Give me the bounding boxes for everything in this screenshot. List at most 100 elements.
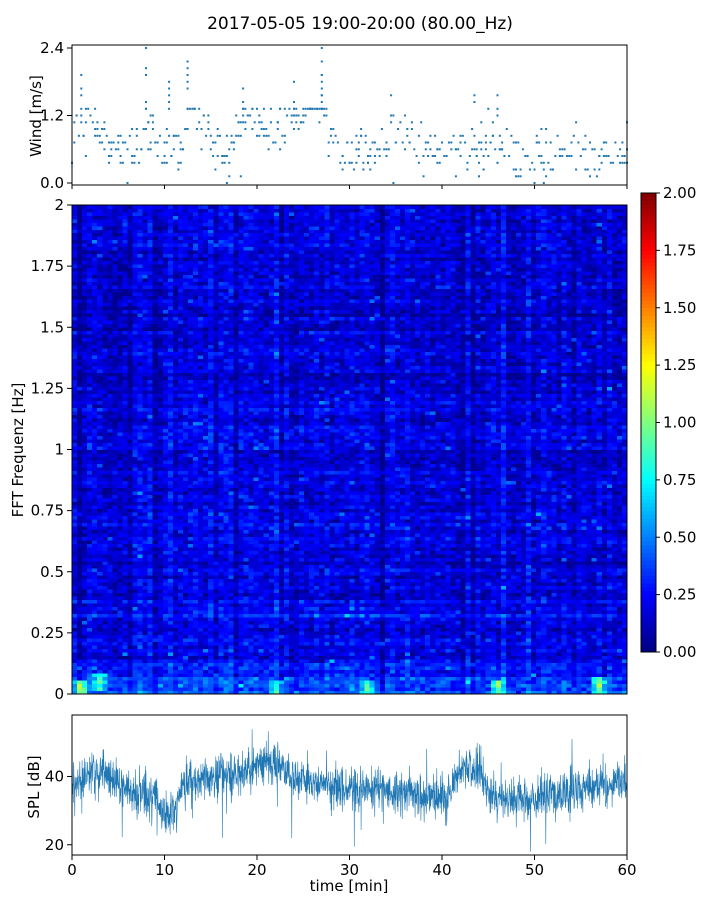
spectrogram-cell [82,634,88,639]
spectrogram-cell [177,680,184,684]
spectrogram-cell [344,690,350,695]
spectrogram-cell [445,578,451,583]
spectrogram-cell [536,627,542,632]
spectrogram-cell [77,550,83,555]
spectrogram-cell [405,648,411,653]
wind-point [427,141,430,144]
spectrogram-cell [167,575,174,580]
spectrogram-cell [132,680,138,684]
spectrogram-cell [420,662,426,667]
spectrogram-cell [571,599,577,604]
spectrogram-cell [223,638,229,642]
wind-point [265,128,268,130]
wind-point [108,155,110,157]
spectrogram-cell [167,676,174,681]
spectrogram-cell [334,610,340,614]
spectrogram-cell [102,585,108,590]
spectrogram-cell [440,683,446,688]
spectrogram-cell [299,596,305,600]
spectrogram-cell [233,550,239,555]
spectrogram-cell [283,613,290,618]
spectrogram-cell [107,596,113,600]
wind-point [392,182,395,184]
spectrogram-cell [591,617,598,621]
spectrogram-cell [243,634,249,639]
wind-point [503,155,506,157]
spectrogram-cell [586,648,592,653]
spectrogram-cell [374,666,381,670]
wind-point [138,161,141,164]
spectrogram-cell [324,659,330,663]
spectrogram-cell [288,652,295,656]
spectrogram-cell [536,599,542,604]
spectrogram-cell [359,659,365,663]
spectrogram-cell [581,592,587,597]
spectrogram-cell [92,634,98,639]
spectrogram-cell [616,599,623,604]
spectrogram-cell [546,659,552,663]
spectrogram-cell [319,592,325,597]
spectrogram-cell [516,631,522,635]
spectrogram-cell [475,606,481,611]
spectrogram-cell [576,589,582,593]
spectrogram-cell [87,624,93,628]
spectrogram-cell [405,687,411,691]
spectrogram-cell [576,687,582,691]
wind-point [235,134,238,137]
spectrogram-cell [299,631,305,635]
spectrogram-cell [536,624,542,628]
spectrogram-cell [107,585,113,590]
spectrogram-cell [405,662,411,667]
spectrogram-cell [238,641,244,646]
spectrogram-cell [561,673,567,677]
spectrogram-cell [253,690,259,695]
spectrogram-cell [601,645,608,649]
spectrogram-cell [319,589,325,593]
spectrogram-cell [183,564,189,569]
spectrogram-cell [415,641,421,646]
wind-point [230,141,233,144]
wind-point [336,141,339,144]
spectrogram-cell [344,564,350,569]
spectrogram-cell [172,585,179,590]
spectrogram-cell [510,627,517,632]
spectrogram-cell [450,582,456,587]
spectrogram-cell [258,687,265,691]
spectrogram-cell [304,620,310,625]
spectrogram-cell [485,603,492,607]
spectrogram-cell [465,589,471,593]
spectrogram-cell [571,680,577,684]
spectrogram-cell [480,557,487,562]
spectrogram-cell [294,599,300,604]
spectrogram-cell [157,655,164,660]
spectrogram-cell [399,571,406,576]
wind-point [293,114,295,117]
spectrogram-cell [384,631,391,635]
wind-point [614,141,617,144]
spectrogram-cell [596,610,603,614]
spectrogram-cell [551,617,557,621]
spectrogram-cell [263,564,270,569]
spectrogram-cell [420,641,426,646]
spectrogram-cell [576,631,582,635]
spectrogram-cell [147,557,154,562]
spectrogram-cell [198,652,204,656]
spectrogram-cell [193,673,199,677]
spectrogram-cell [369,617,376,621]
spectrogram-cell [611,669,618,674]
spectrogram-cell [299,645,305,649]
spectrogram-cell [243,599,249,604]
spectrogram-cell [278,582,285,587]
spectrogram-cell [576,603,582,607]
spectrogram-cell [167,638,174,642]
spectrogram-cell [475,589,481,593]
spectrogram-cell [586,610,592,614]
spectrogram-cell [223,589,229,593]
spectrogram-cell [490,613,497,618]
spectrogram-cell [117,645,123,649]
spectrogram-cell [218,669,224,674]
spectrogram-cell [203,557,209,562]
spectrogram-cell [198,627,204,632]
spectrogram-cell [389,596,396,600]
spectrogram-cell [203,564,209,569]
